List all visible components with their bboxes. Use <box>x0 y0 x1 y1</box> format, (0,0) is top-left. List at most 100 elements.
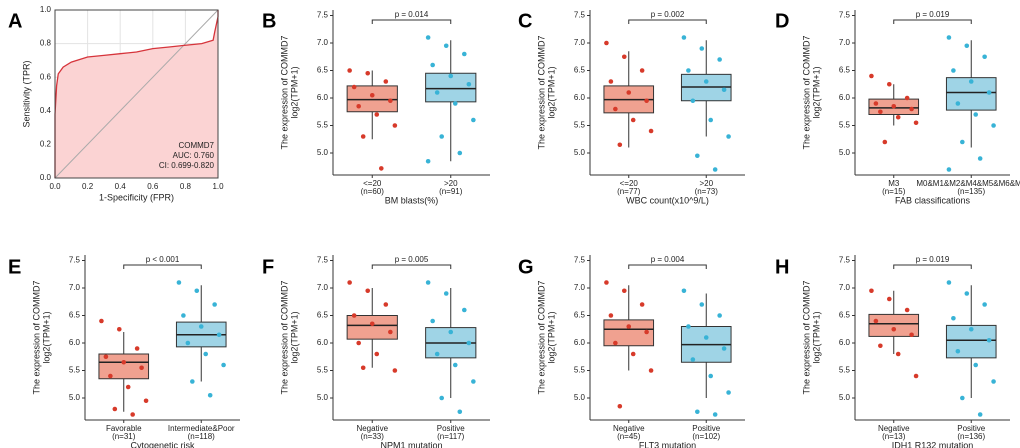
y-axis-label: The expression of COMMD7 <box>31 280 41 394</box>
point <box>347 280 352 285</box>
point <box>471 379 476 384</box>
point <box>955 101 961 106</box>
point <box>604 280 609 285</box>
point <box>951 315 956 321</box>
point <box>873 318 879 324</box>
x-tick-label: Positive <box>692 424 721 433</box>
y-tick-label: 7.0 <box>317 38 329 47</box>
point <box>946 280 952 285</box>
point <box>374 112 380 117</box>
x-tick-label: M0&M1&M2&M4&M5&M6&M7 <box>916 179 1020 188</box>
y-axis-label: log2(TPM+1) <box>811 311 821 363</box>
y-tick-label: 5.5 <box>839 366 851 375</box>
box <box>346 315 398 340</box>
point <box>648 368 654 373</box>
point <box>212 302 217 307</box>
p-value: p < 0.001 <box>146 255 180 264</box>
point <box>425 280 431 285</box>
point <box>721 87 727 93</box>
point <box>617 403 623 409</box>
y-tick-label: 1.0 <box>40 5 52 14</box>
point <box>434 351 440 357</box>
point <box>681 288 687 294</box>
y-tick-label: 6.0 <box>69 338 81 347</box>
point <box>708 373 714 379</box>
point <box>703 79 709 84</box>
point <box>951 68 956 73</box>
point <box>457 150 463 156</box>
point <box>194 288 200 294</box>
point <box>909 106 914 112</box>
point <box>604 40 609 46</box>
point <box>973 362 979 368</box>
n-label: (n=77) <box>617 187 641 196</box>
y-tick-label: 7.0 <box>69 283 81 292</box>
point <box>466 81 472 87</box>
y-tick-label: 6.5 <box>69 311 81 320</box>
point <box>443 291 449 296</box>
point <box>434 90 440 95</box>
point <box>909 332 914 338</box>
y-tick-label: 6.5 <box>839 66 851 75</box>
x-tick-label: Favorable <box>106 424 142 433</box>
x-tick-label: <=20 <box>620 179 639 188</box>
y-axis-label: The expression of COMMD7 <box>801 280 811 394</box>
point <box>613 106 618 112</box>
y-tick-label: 6.0 <box>317 338 329 347</box>
point <box>347 68 352 73</box>
point <box>134 346 140 351</box>
x-tick-label: >20 <box>699 179 713 188</box>
point <box>968 326 974 332</box>
x-tick-label: 1.0 <box>212 182 224 191</box>
point <box>973 112 979 117</box>
point <box>955 348 961 354</box>
y-tick-label: 7.0 <box>839 38 851 47</box>
y-tick-label: 6.0 <box>839 93 851 102</box>
point <box>686 324 691 329</box>
point <box>895 351 901 357</box>
y-tick-label: 6.0 <box>574 93 586 102</box>
point <box>699 302 705 307</box>
point <box>904 307 910 313</box>
point <box>103 354 109 360</box>
p-bracket <box>628 19 707 24</box>
x-tick-label: Intermediate&Poor <box>168 424 235 433</box>
point <box>873 101 879 106</box>
n-label: (n=91) <box>439 187 463 196</box>
y-tick-label: 0.0 <box>40 173 52 182</box>
point <box>207 392 213 398</box>
point <box>717 57 722 62</box>
y-tick-label: 5.5 <box>574 366 586 375</box>
y-tick-label: 5.0 <box>839 148 851 157</box>
point <box>991 123 996 128</box>
point <box>617 142 623 148</box>
point <box>626 324 632 329</box>
point <box>703 335 709 340</box>
point <box>112 406 118 412</box>
n-label: (n=13) <box>882 432 906 441</box>
point <box>383 302 389 307</box>
point <box>986 90 992 95</box>
point <box>913 373 919 379</box>
point <box>869 73 874 79</box>
y-tick-label: 6.5 <box>317 311 329 320</box>
point <box>968 79 974 84</box>
x-tick-label: M3 <box>888 179 900 188</box>
y-tick-label: 5.5 <box>839 121 851 130</box>
y-tick-label: 5.0 <box>574 148 586 157</box>
point <box>360 365 366 371</box>
y-tick-label: 5.0 <box>69 393 81 402</box>
point <box>630 117 636 123</box>
p-value: p = 0.004 <box>651 255 685 264</box>
y-tick-label: 7.5 <box>839 256 851 265</box>
annotation: CI: 0.699-0.820 <box>159 161 215 170</box>
point <box>356 103 361 109</box>
point <box>891 326 897 332</box>
p-bracket <box>893 19 972 24</box>
panel-letter: F <box>262 256 274 278</box>
point <box>986 337 992 343</box>
point <box>977 156 983 161</box>
p-bracket <box>893 264 972 269</box>
point <box>190 379 195 384</box>
y-tick-label: 7.5 <box>574 11 586 20</box>
